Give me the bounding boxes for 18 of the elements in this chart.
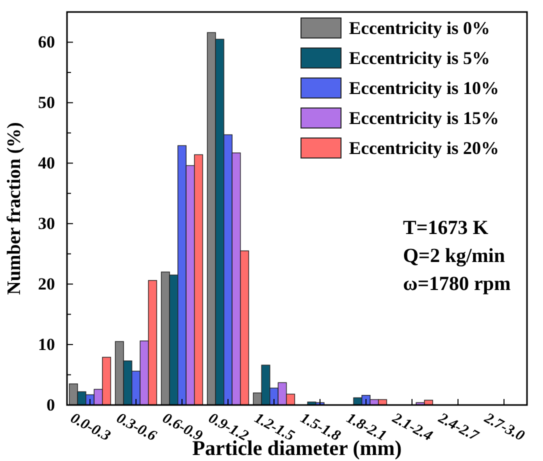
legend-label: Eccentricity is 5% [349, 48, 490, 68]
x-tick-label: 2.4-2.7 [434, 410, 482, 445]
y-tick-label: 30 [38, 214, 55, 234]
legend-label: Eccentricity is 10% [349, 78, 499, 98]
annotation: T=1673 K [403, 217, 489, 239]
y-tick-label: 50 [38, 93, 55, 112]
legend-label: Eccentricity is 0% [349, 18, 490, 38]
annotation: Q=2 kg/min [403, 245, 505, 267]
y-tick-label: 60 [38, 32, 55, 52]
legend-label: Eccentricity is 15% [349, 108, 499, 128]
x-tick-label: 0.0-0.3 [68, 410, 114, 445]
annotation: ω=1780 rpm [403, 273, 512, 295]
y-tick-label: 10 [38, 334, 55, 354]
y-tick-label: 20 [38, 274, 55, 294]
legend-label: Eccentricity is 20% [349, 138, 499, 158]
y-tick-label: 40 [38, 154, 55, 173]
y-axis-title: Number fraction (%) [4, 122, 25, 295]
y-tick-label: 0 [46, 395, 55, 414]
